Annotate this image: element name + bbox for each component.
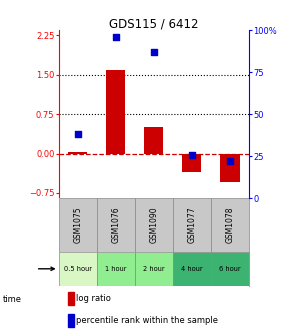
Bar [97,252,135,286]
Text: 6 hour: 6 hour [219,266,241,272]
Text: 4 hour: 4 hour [181,266,203,272]
Point [113,34,118,40]
Point [75,132,80,137]
Bar [68,292,74,305]
Text: GSM1077: GSM1077 [188,207,196,244]
Bar [135,252,173,286]
Bar [97,198,135,252]
Text: log ratio: log ratio [76,294,111,303]
Bar [173,198,211,252]
Bar [68,314,74,327]
Text: GSM1078: GSM1078 [226,207,234,243]
Bar [211,252,249,286]
Bar [59,198,97,252]
Text: GSM1075: GSM1075 [73,207,82,244]
Bar [135,198,173,252]
Text: GSM1076: GSM1076 [111,207,120,244]
Text: 2 hour: 2 hour [143,266,165,272]
Text: 1 hour: 1 hour [105,266,127,272]
Bar [182,154,201,172]
Bar [106,70,125,154]
Bar [144,127,163,154]
Bar [211,198,249,252]
Text: percentile rank within the sample: percentile rank within the sample [76,316,218,325]
Bar [59,252,97,286]
Point [151,49,156,55]
Bar [220,154,239,182]
Point [228,159,232,164]
Bar [173,252,211,286]
Bar [68,152,87,154]
Text: 0.5 hour: 0.5 hour [64,266,92,272]
Text: GSM1090: GSM1090 [149,207,158,244]
Title: GDS115 / 6412: GDS115 / 6412 [109,17,199,30]
Text: time: time [3,295,22,304]
Point [190,152,194,157]
